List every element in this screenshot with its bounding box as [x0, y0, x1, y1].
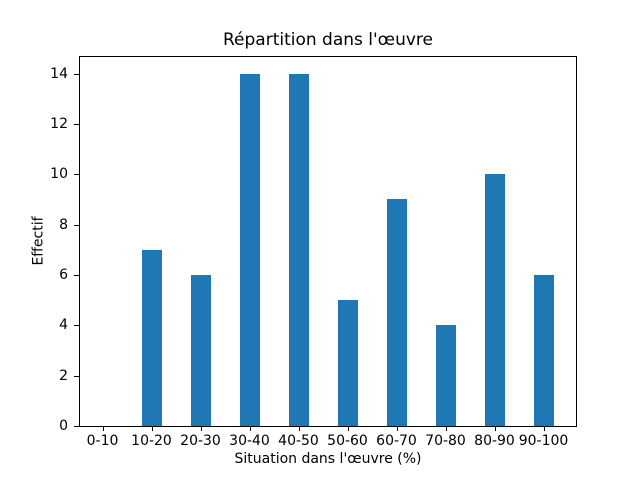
- x-tick-mark: [347, 427, 349, 431]
- y-tick-mark: [74, 123, 79, 125]
- x-tick-mark: [102, 427, 104, 431]
- x-tick-label: 50-60: [327, 433, 368, 449]
- x-tick-mark: [298, 427, 300, 431]
- y-tick-label: 12: [50, 115, 68, 132]
- x-tick-label: 80-90: [474, 433, 515, 449]
- x-tick-mark: [200, 427, 202, 431]
- x-tick-label: 30-40: [229, 433, 270, 449]
- bar-60-70: [386, 199, 407, 426]
- y-tick-label: 8: [59, 216, 68, 233]
- x-tick-mark: [543, 427, 545, 431]
- x-tick-label: 10-20: [131, 433, 172, 449]
- x-axis-label: Situation dans l'œuvre (%): [234, 451, 422, 467]
- bar-50-60: [337, 300, 358, 426]
- y-tick-mark: [74, 224, 79, 226]
- bar-40-50: [288, 73, 309, 426]
- y-tick-mark: [74, 375, 79, 377]
- y-tick-label: 6: [59, 266, 68, 283]
- x-tick-label: 0-10: [86, 433, 119, 449]
- x-tick-mark: [151, 427, 153, 431]
- x-tick-label: 90-100: [518, 433, 569, 449]
- x-tick-label: 60-70: [376, 433, 417, 449]
- x-tick-mark: [494, 427, 496, 431]
- bar-20-30: [190, 274, 211, 426]
- y-tick-label: 14: [50, 65, 68, 82]
- y-tick-mark: [74, 325, 79, 327]
- x-tick-mark: [249, 427, 251, 431]
- y-tick-mark: [74, 426, 79, 427]
- chart-title: Répartition dans l'œuvre: [222, 30, 433, 50]
- x-tick-mark: [396, 427, 398, 431]
- y-tick-label: 0: [59, 418, 68, 434]
- y-tick-mark: [74, 274, 79, 276]
- bar-30-40: [239, 73, 260, 426]
- bar-80-90: [484, 174, 505, 426]
- bar-10-20: [141, 249, 162, 426]
- x-tick-label: 40-50: [278, 433, 319, 449]
- y-tick-label: 10: [50, 166, 68, 183]
- x-tick-mark: [445, 427, 447, 431]
- bar-70-80: [435, 325, 456, 426]
- y-tick-label: 2: [59, 367, 68, 384]
- x-tick-label: 20-30: [180, 433, 221, 449]
- bar-90-100: [533, 274, 554, 426]
- y-tick-mark: [74, 174, 79, 176]
- y-tick-mark: [74, 73, 79, 75]
- x-tick-label: 70-80: [425, 433, 466, 449]
- y-tick-label: 4: [59, 317, 68, 334]
